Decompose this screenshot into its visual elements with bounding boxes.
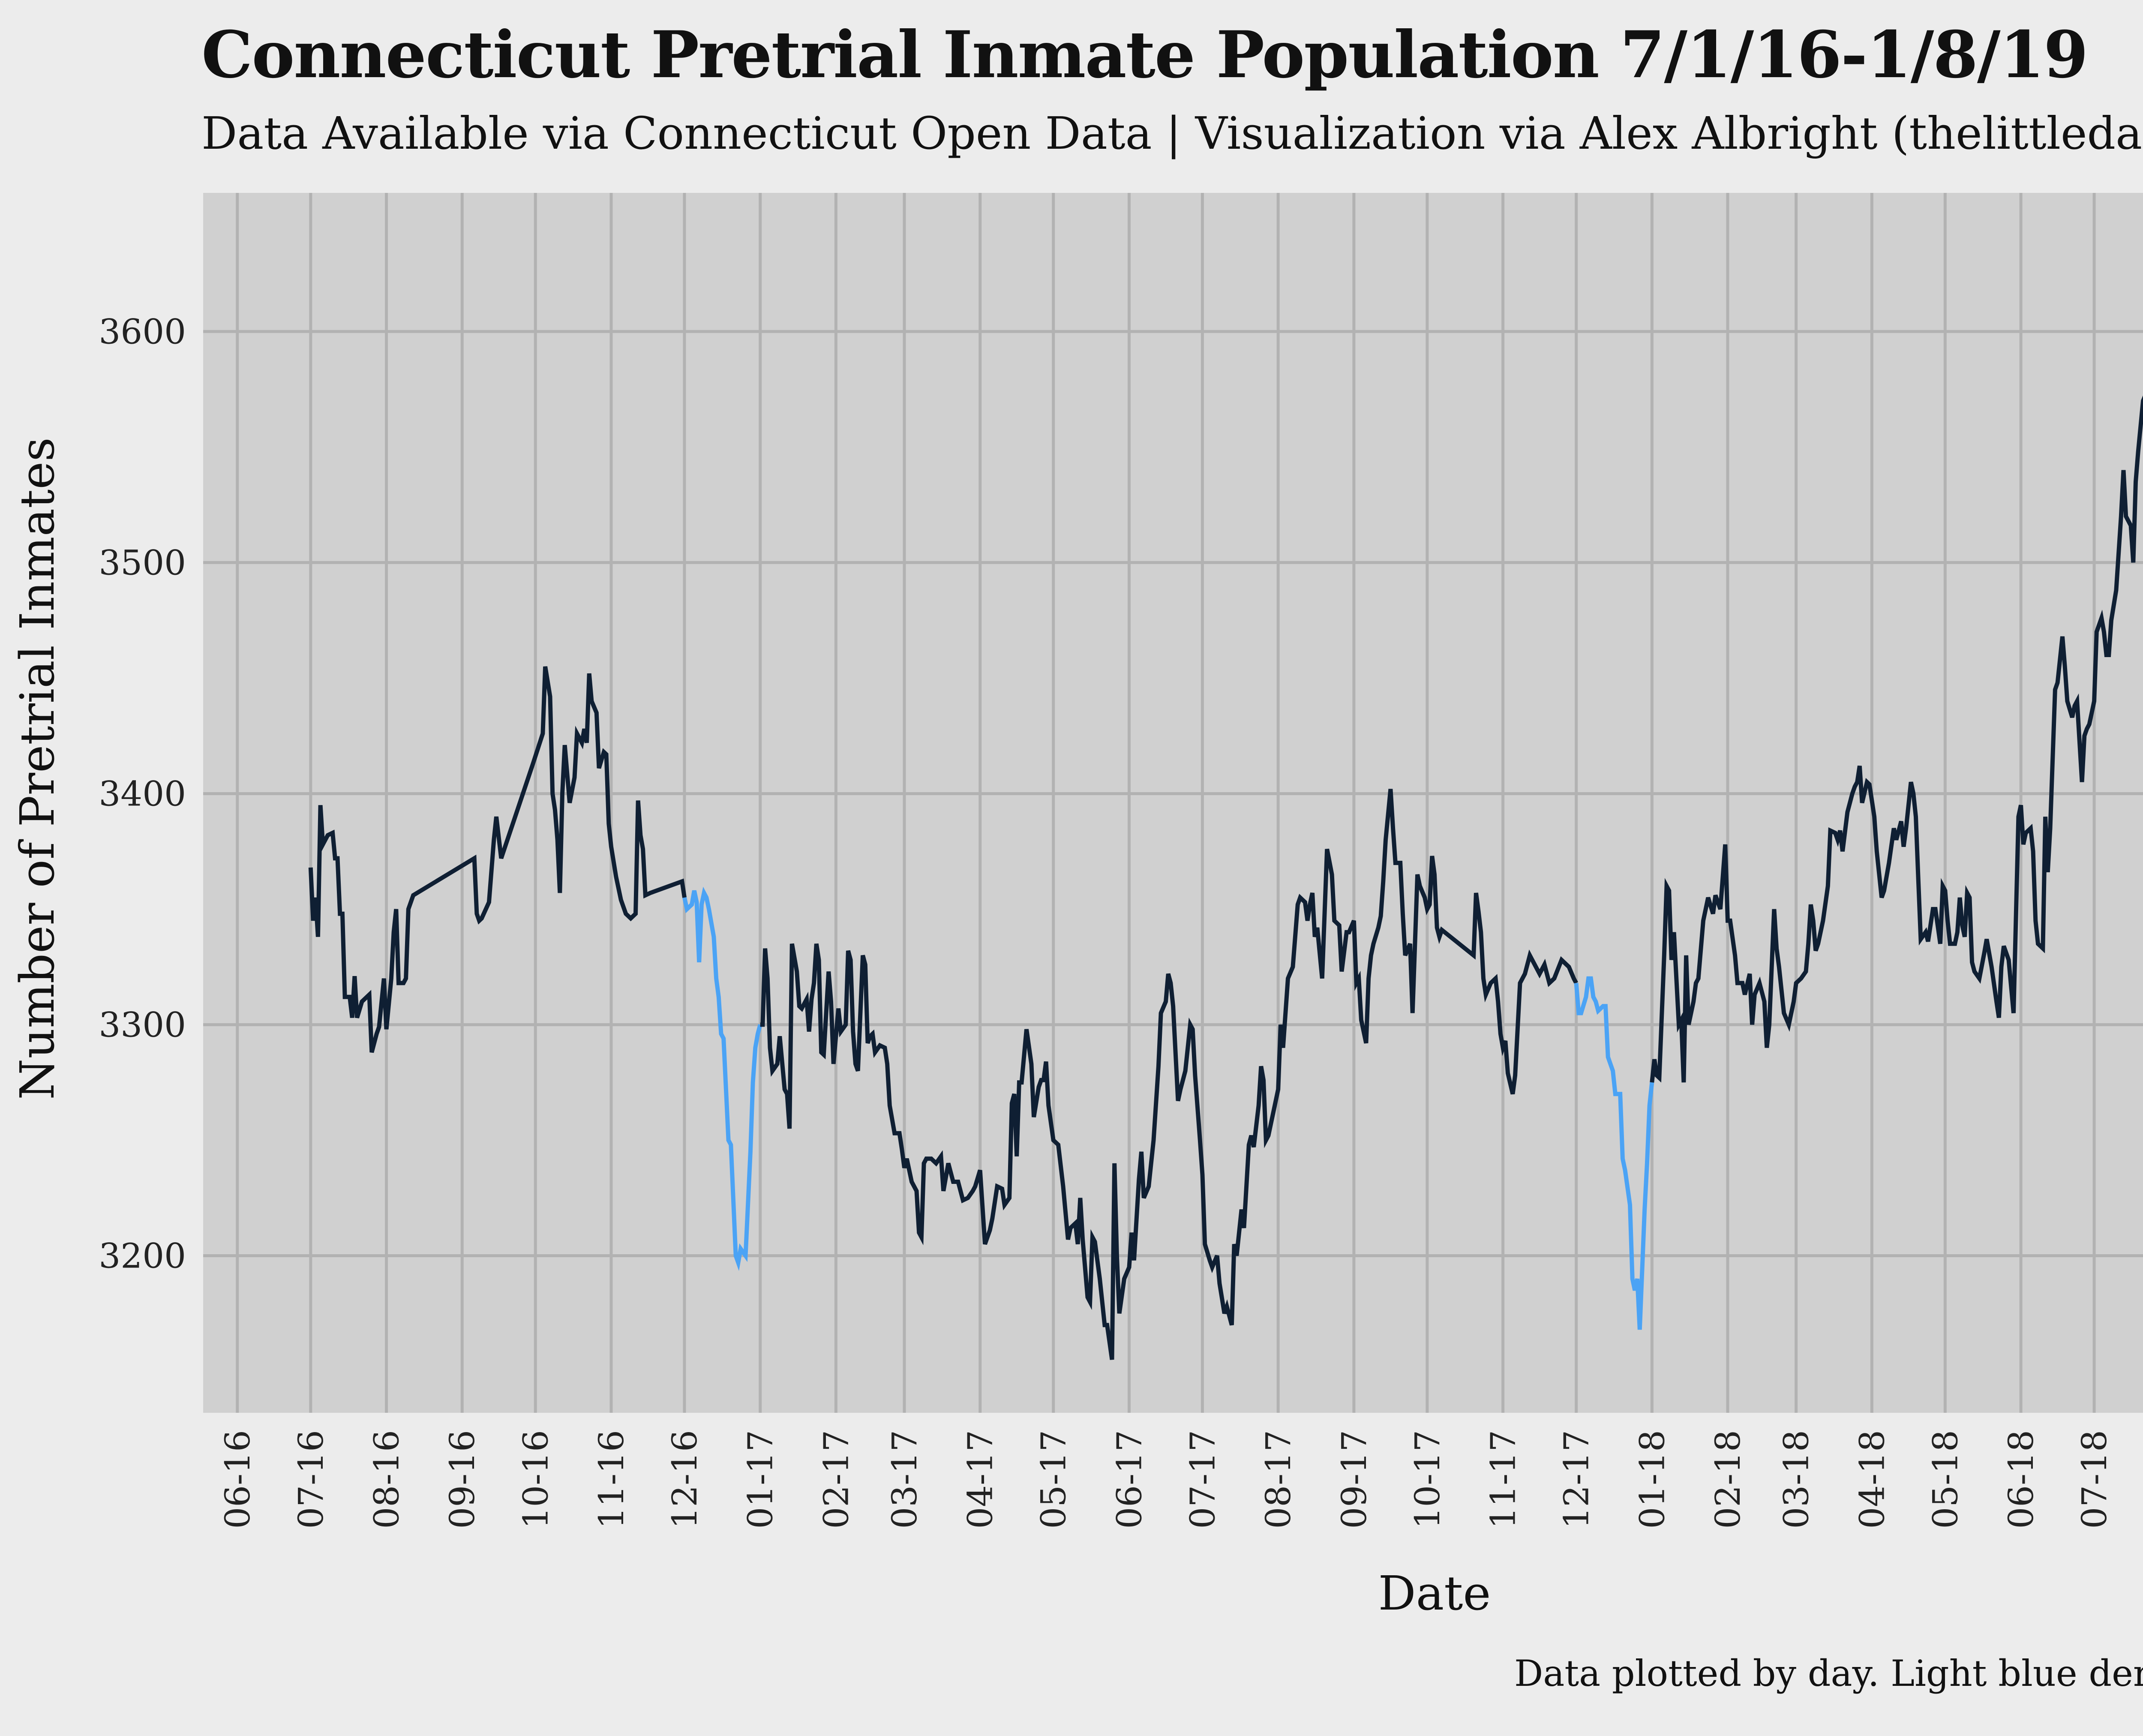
- december-line-segment: [682, 886, 762, 1271]
- x-tick-label: 08-17: [1258, 1430, 1298, 1529]
- gridlines: [203, 193, 2143, 1413]
- x-tick-label: 06-17: [1109, 1430, 1149, 1529]
- y-tick-label: 3600: [99, 312, 186, 351]
- x-tick-label: 09-16: [442, 1430, 482, 1529]
- x-tick-label: 02-17: [816, 1430, 856, 1529]
- x-tick-label: 01-18: [1632, 1430, 1672, 1529]
- x-tick-label: 11-17: [1483, 1430, 1523, 1529]
- x-tick-label: 09-17: [1334, 1430, 1374, 1529]
- line-segment: [1650, 395, 2143, 1083]
- plot-panel: [203, 193, 2143, 1413]
- x-tick-label: 01-17: [741, 1430, 780, 1529]
- x-tick-labels: 06-16 07-16 08-16 09-16 10-16 11-16 12-16 01-17…: [218, 1430, 2114, 1529]
- x-tick-label: 02-18: [1708, 1430, 1748, 1529]
- x-tick-label: 06-16: [218, 1430, 258, 1529]
- x-tick-label: 10-16: [516, 1430, 555, 1529]
- chart-subtitle: Data Available via Connecticut Open Data…: [201, 107, 2143, 159]
- x-tick-label: 03-17: [885, 1430, 924, 1529]
- x-tick-label: 05-18: [1925, 1430, 1965, 1529]
- x-tick-label: 03-18: [1777, 1430, 1816, 1529]
- x-tick-label: 04-17: [960, 1430, 1000, 1529]
- x-tick-label: 08-16: [367, 1430, 407, 1529]
- chart-title: Connecticut Pretrial Inmate Population 7…: [201, 17, 2088, 93]
- x-tick-label: 07-17: [1183, 1430, 1222, 1529]
- data-lines: [308, 395, 2143, 1360]
- x-tick-label: 05-17: [1034, 1430, 1074, 1529]
- x-tick-label: 07-16: [291, 1430, 331, 1529]
- x-tick-label: 07-18: [2074, 1430, 2114, 1529]
- y-tick-label: 3300: [99, 1005, 186, 1045]
- x-tick-label: 06-18: [2001, 1430, 2041, 1529]
- footer-caption: Data plotted by day. Light blue denotes …: [1514, 1652, 2143, 1694]
- y-tick-labels: 3200 3300 3400 3500 3600: [99, 312, 186, 1276]
- x-tick-label: 10-17: [1408, 1430, 1447, 1529]
- y-tick-label: 3500: [99, 543, 186, 583]
- x-tick-label: 04-18: [1852, 1430, 1892, 1529]
- y-tick-label: 3200: [99, 1236, 186, 1276]
- line-chart: 3200 3300 3400 3500 3600 06-16 07-16 08-16 09-1…: [10, 193, 2143, 1621]
- y-tick-label: 3400: [99, 774, 186, 814]
- x-tick-label: 12-16: [665, 1430, 705, 1529]
- december-line-segment: [1574, 976, 1654, 1330]
- x-axis-title: Date: [1378, 1566, 1491, 1621]
- line-segment: [308, 666, 687, 1053]
- line-segment: [760, 789, 1579, 1360]
- x-tick-label: 11-16: [591, 1430, 631, 1529]
- x-tick-label: 12-17: [1557, 1430, 1597, 1529]
- y-axis-title: Number of Pretrial Inmates: [10, 437, 65, 1100]
